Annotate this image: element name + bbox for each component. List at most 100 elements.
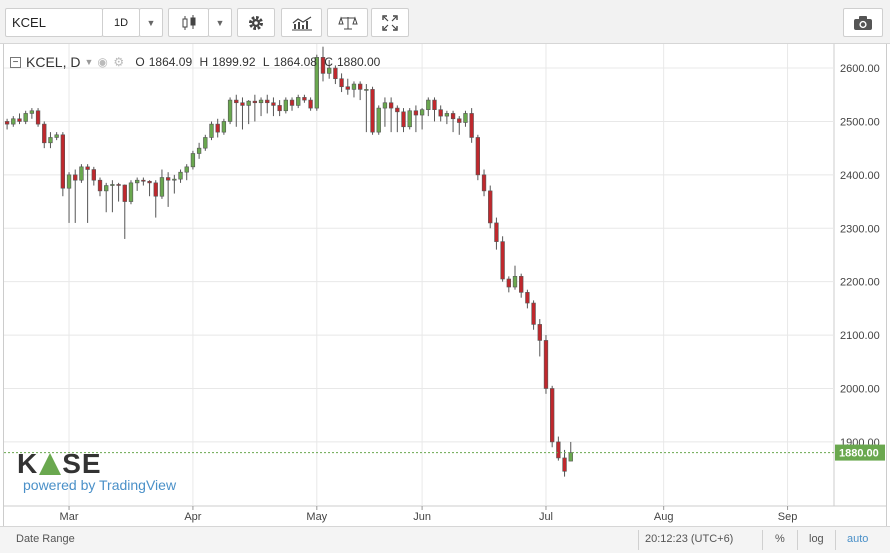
separator [797,530,798,550]
open-label: O [135,55,145,69]
candle-body [531,302,536,325]
powered-by-link[interactable]: powered by TradingView [23,477,177,493]
candle-body [419,109,425,116]
candle-body [73,174,78,181]
candle-body [66,174,72,189]
candle-body [116,184,121,186]
candle-body [60,134,66,189]
top-toolbar: KCEL 1D ▼ ▼ [0,0,890,44]
log-scale-toggle[interactable]: log [809,533,824,545]
candle-body [165,177,171,181]
kase-wordmark: K SE [17,448,176,480]
eye-icon[interactable]: ◉ [97,55,108,69]
candle-body [556,441,561,459]
last-price-badge [835,444,885,461]
last-price-label: 1880.00 [839,448,879,460]
collapse-legend-button[interactable]: − [10,56,21,68]
candle-body [159,177,165,197]
candle-body [339,78,344,88]
price-tick-label: 2100.00 [840,330,880,342]
candle-body [153,182,158,197]
separator [762,530,763,550]
indicators-button[interactable] [281,8,322,37]
price-tick-label: 2500.00 [840,116,880,128]
candle-body [506,278,511,288]
ohlc-values: O 1864.09 H 1899.92 L 1864.08 C 1880.00 [135,55,384,69]
time-axis [4,506,886,526]
price-tick-label: 2600.00 [840,63,880,75]
interval-button[interactable]: 1D [102,8,140,37]
candle-body [537,324,542,341]
triangle-down-icon[interactable]: ▼ [84,57,94,67]
auto-scale-toggle[interactable]: auto [847,533,869,545]
legend-symbol: KCEL, D [26,54,81,70]
time-tick-label: Jul [539,511,553,523]
triangle-down-icon: ▼ [215,17,225,28]
candle-body [357,83,363,90]
candle-body [550,388,555,443]
candle-body [475,137,481,176]
low-value: 1864.08 [273,55,317,69]
clock-display: 20:12:23 (UTC+6) [645,533,734,545]
chart-area[interactable]: 2600.00 2500.00 2400.00 2300.00 2200.00 2100.… [3,44,887,526]
candle-body [296,97,301,106]
brand-right: SE [62,448,102,479]
candle-body [543,340,549,389]
compare-button[interactable] [327,8,368,37]
triangle-logo-icon [39,453,62,475]
candle-body [17,118,22,122]
separator [835,530,836,550]
candle-body [407,110,412,128]
candle-body [85,166,90,170]
interval-dropdown-button[interactable]: ▼ [139,8,163,37]
candle-body [463,113,468,123]
candle-body [122,184,127,202]
candle-body [234,99,239,104]
chart-style-button[interactable] [168,8,209,37]
candle-body [444,113,450,117]
chart-style-dropdown-button[interactable]: ▼ [208,8,232,37]
candle-body [184,166,189,173]
candle-body [289,99,295,106]
candle-body [426,99,431,110]
candle-body [23,113,28,122]
percent-scale-toggle[interactable]: % [775,533,785,545]
scales-icon [337,15,358,29]
price-tick-label: 2000.00 [840,383,880,395]
candle-body [494,222,499,242]
fullscreen-button[interactable] [371,8,409,37]
candle-body [568,452,573,462]
gear-icon[interactable]: ⚙ [113,55,125,69]
camera-icon [854,15,872,30]
symbol-search-input[interactable]: KCEL [5,8,103,37]
candle-body [351,83,357,90]
candle-body [376,107,381,133]
kase-logo[interactable]: K SE powered by TradingView [17,448,176,493]
candle-body [413,110,419,116]
bottom-toolbar: Date Range 20:12:23 (UTC+6) % log auto [0,526,890,553]
candle-body [562,457,567,472]
candle-body [370,89,375,133]
candle-body [308,99,313,109]
snapshot-button[interactable] [843,8,883,37]
candle-body [209,123,214,138]
high-value: 1899.92 [212,55,256,69]
gear-icon [249,15,263,30]
candle-body [271,102,276,106]
settings-button[interactable] [237,8,275,37]
candle-body [221,121,227,133]
candle-body [314,57,319,109]
candle-body [79,166,84,181]
open-value: 1864.09 [148,55,193,69]
price-tick-label: 2300.00 [840,223,880,235]
price-chart[interactable]: 2600.00 2500.00 2400.00 2300.00 2200.00 2100.… [4,44,886,526]
candle-body [172,178,177,181]
candle-body [488,190,493,224]
fullscreen-icon [382,14,398,31]
date-range-button[interactable]: Date Range [16,533,75,545]
candle-body [4,121,10,125]
candles-icon [182,14,195,30]
candle-body [265,99,270,104]
candle-body [283,99,288,112]
candle-body [500,241,505,280]
